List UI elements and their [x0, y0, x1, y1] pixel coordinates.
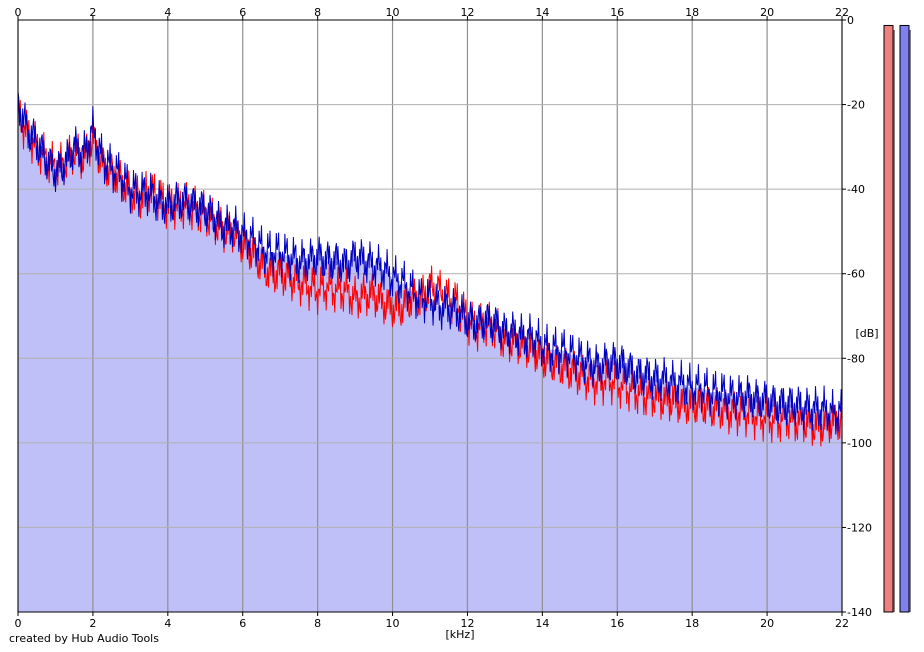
x-tick-label-top: 10 — [386, 6, 400, 19]
x-tick-label-top: 14 — [535, 6, 549, 19]
x-tick-label-top: 20 — [760, 6, 774, 19]
level-meters — [883, 24, 911, 613]
x-tick-label-top: 8 — [314, 6, 321, 19]
x-tick-label-bottom: 22 — [835, 617, 849, 630]
credit-text: created by Hub Audio Tools — [9, 632, 159, 645]
series-line-blue — [17, 91, 843, 435]
x-tick-label-top: 4 — [164, 6, 171, 19]
y-tick-label: -80 — [847, 352, 865, 365]
x-tick-label-bottom: 8 — [314, 617, 321, 630]
level-meter-red — [883, 24, 894, 613]
x-tick-label-top: 12 — [460, 6, 474, 19]
y-tick-label: -40 — [847, 183, 865, 196]
x-tick-label-bottom: 0 — [15, 617, 22, 630]
y-tick-label: -100 — [847, 437, 872, 450]
x-tick-label-top: 2 — [89, 6, 96, 19]
x-tick-label-bottom: 12 — [460, 617, 474, 630]
x-tick-label-top: 22 — [835, 6, 849, 19]
x-axis-label: [kHz] — [446, 628, 475, 641]
y-tick-label: 0 — [847, 14, 854, 27]
series-lines-layer — [17, 91, 843, 447]
y-axis-label: [dB] — [855, 327, 878, 340]
y-tick-label: -20 — [847, 99, 865, 112]
x-tick-label-top: 6 — [239, 6, 246, 19]
x-tick-label-bottom: 4 — [164, 617, 171, 630]
x-tick-label-bottom: 6 — [239, 617, 246, 630]
x-tick-label-top: 18 — [685, 6, 699, 19]
x-tick-label-bottom: 20 — [760, 617, 774, 630]
x-tick-label-bottom: 16 — [610, 617, 624, 630]
x-tick-label-bottom: 18 — [685, 617, 699, 630]
level-meter-blue — [899, 24, 910, 613]
y-tick-label: -140 — [847, 606, 872, 619]
y-tick-label: -60 — [847, 268, 865, 281]
tick-labels-layer: 002244668810101212141416161818202022220-… — [15, 6, 872, 630]
axes-layer — [17, 16, 846, 616]
x-tick-label-bottom: 10 — [386, 617, 400, 630]
x-tick-label-top: 16 — [610, 6, 624, 19]
x-tick-label-top: 0 — [15, 6, 22, 19]
x-tick-label-bottom: 14 — [535, 617, 549, 630]
x-tick-label-bottom: 2 — [89, 617, 96, 630]
y-tick-label: -120 — [847, 521, 872, 534]
